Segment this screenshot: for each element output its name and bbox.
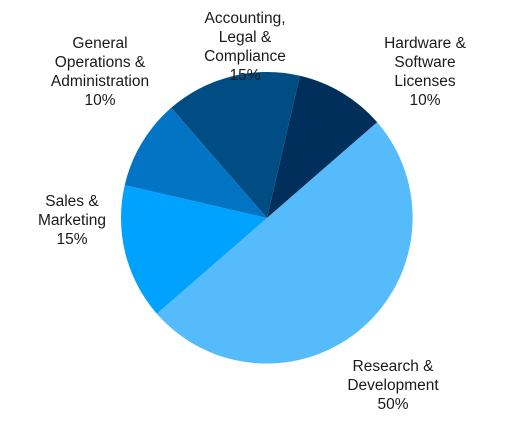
label-research-development: Research & Development 50% — [333, 357, 453, 414]
value-accounting-legal-compliance: 15% — [229, 67, 261, 84]
slice-sales-marketing — [120, 185, 267, 314]
value-research-development: 50% — [377, 396, 409, 413]
value-hardware-software-licenses: 10% — [409, 92, 441, 109]
label-accounting-legal-compliance: Accounting, Legal & Compliance 15% — [185, 9, 305, 85]
slice-accounting-legal-compliance — [171, 71, 300, 219]
slice-hardware-software-licenses — [267, 75, 378, 219]
label-sales-marketing: Sales & Marketing 15% — [22, 192, 122, 249]
value-general-operations-administration: 10% — [84, 92, 116, 109]
label-general-operations-administration: General Operations & Administration 10% — [40, 34, 160, 110]
label-hardware-software-licenses: Hardware & Software Licenses 10% — [370, 34, 480, 110]
value-sales-marketing: 15% — [56, 231, 88, 248]
slice-research-development — [156, 122, 413, 364]
slice-general-operations-administration — [124, 107, 268, 218]
